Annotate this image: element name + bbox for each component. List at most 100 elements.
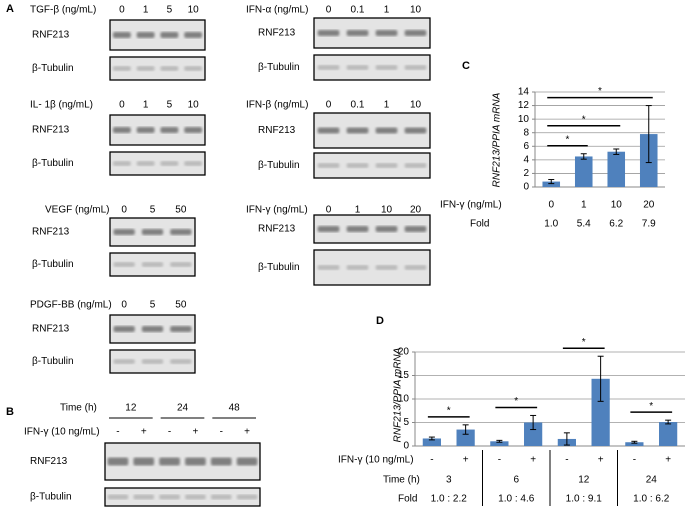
significance-label: * bbox=[514, 396, 518, 407]
blot-band bbox=[184, 32, 203, 38]
blot-band bbox=[141, 359, 164, 364]
y-tick-label: 0 bbox=[403, 441, 409, 452]
blot-band bbox=[112, 161, 131, 166]
condition-label: - bbox=[220, 427, 223, 438]
group-value: 24 bbox=[646, 475, 658, 486]
row-label: β-Tubulin bbox=[32, 356, 74, 367]
x-category-label: + bbox=[665, 455, 671, 466]
x-category-label: 1 bbox=[581, 200, 587, 211]
blot-frame bbox=[104, 442, 261, 481]
fold-label: Fold bbox=[470, 219, 489, 230]
row-label: RNF213 bbox=[258, 125, 296, 136]
y-tick-label: 12 bbox=[518, 100, 530, 111]
blot-band bbox=[185, 457, 206, 466]
dose-label: 50 bbox=[175, 205, 187, 216]
blot-band bbox=[184, 127, 203, 133]
blot-band bbox=[141, 326, 164, 332]
dose-label: 1 bbox=[384, 100, 390, 111]
dose-label: 1 bbox=[355, 205, 361, 216]
y-axis-label: RNF213/PPIA mRNA bbox=[492, 92, 503, 187]
blot-band bbox=[375, 226, 398, 232]
row-label: β-Tubulin bbox=[258, 262, 300, 273]
panel-label: C bbox=[462, 60, 470, 72]
x-category-label: + bbox=[598, 455, 604, 466]
group-value: 12 bbox=[578, 475, 590, 486]
fold-value: 1.0 bbox=[544, 219, 558, 230]
dose-label: 0 bbox=[119, 5, 125, 16]
x-axis-label: IFN-γ (10 ng/mL) bbox=[338, 455, 414, 466]
blot-band bbox=[141, 262, 164, 267]
row-label: RNF213 bbox=[30, 456, 68, 467]
bar bbox=[591, 378, 610, 446]
dose-label: 10 bbox=[410, 5, 422, 16]
dose-label: 5 bbox=[167, 5, 173, 16]
blot-band bbox=[346, 30, 369, 36]
group-value: 6 bbox=[513, 475, 519, 486]
blot-band bbox=[317, 65, 340, 70]
blot-band bbox=[113, 326, 135, 332]
row-label: RNF213 bbox=[258, 224, 296, 235]
blot-band bbox=[170, 359, 192, 364]
y-tick-label: 2 bbox=[523, 168, 529, 179]
blot-frame bbox=[313, 249, 431, 286]
treatment-label: IFN-γ (ng/mL) bbox=[246, 205, 308, 216]
dose-label: 5 bbox=[150, 300, 156, 311]
blot-band bbox=[317, 30, 340, 36]
blot-band bbox=[404, 163, 427, 168]
blot-band bbox=[133, 494, 155, 500]
treatment-label: IFN-β (ng/mL) bbox=[246, 100, 308, 111]
blot-frame bbox=[313, 17, 431, 49]
blot-band bbox=[317, 163, 340, 168]
blot-band bbox=[170, 326, 192, 332]
blot-frame bbox=[109, 349, 196, 374]
blot-band bbox=[107, 457, 129, 466]
significance-label: * bbox=[649, 401, 653, 412]
x-category-label: + bbox=[463, 455, 469, 466]
x-category-label: 20 bbox=[643, 200, 655, 211]
fold-value: 6.2 bbox=[609, 219, 623, 230]
significance-label: * bbox=[598, 86, 602, 97]
blot-frame bbox=[109, 151, 206, 176]
blot-frame bbox=[313, 54, 431, 81]
fold-value: 1.0 : 4.6 bbox=[498, 494, 535, 505]
time-value: 12 bbox=[125, 403, 137, 414]
blot-band bbox=[404, 30, 427, 36]
row-label: β-Tubulin bbox=[30, 492, 72, 503]
time-label: Time (h) bbox=[60, 403, 97, 414]
blot-frame bbox=[109, 252, 196, 277]
bar bbox=[542, 181, 561, 187]
dose-label: 50 bbox=[175, 300, 187, 311]
dose-label: 0.1 bbox=[351, 5, 365, 16]
dose-label: 0 bbox=[326, 205, 332, 216]
blot-band bbox=[210, 494, 232, 500]
blot-background bbox=[105, 488, 260, 506]
blot-band bbox=[375, 163, 398, 168]
blot-band bbox=[236, 494, 258, 500]
dose-label: 10 bbox=[188, 100, 200, 111]
blot-band bbox=[346, 163, 369, 168]
blot-band bbox=[404, 265, 427, 270]
significance-label: * bbox=[582, 114, 586, 125]
blot-band bbox=[160, 127, 179, 133]
dose-label: 5 bbox=[150, 205, 156, 216]
y-axis-label: RNF213/PPIA mRNA bbox=[393, 347, 404, 442]
y-tick-label: 6 bbox=[523, 141, 529, 152]
dose-label: 0 bbox=[326, 5, 332, 16]
blot-frame bbox=[313, 112, 431, 149]
blot-band bbox=[170, 262, 192, 267]
blot-frame bbox=[109, 314, 196, 344]
blot-band bbox=[404, 127, 427, 134]
blot-band bbox=[113, 229, 135, 235]
row-label: RNF213 bbox=[32, 125, 70, 136]
row-label: RNF213 bbox=[258, 28, 296, 39]
blot-background bbox=[110, 57, 205, 80]
blot-band bbox=[136, 32, 155, 38]
blot-band bbox=[113, 262, 135, 267]
dose-label: 0.1 bbox=[351, 100, 365, 111]
blot-frame bbox=[109, 114, 206, 146]
significance-label: * bbox=[566, 134, 570, 145]
blot-background bbox=[110, 152, 205, 175]
blot-band bbox=[236, 457, 258, 466]
blot-band bbox=[170, 229, 192, 235]
